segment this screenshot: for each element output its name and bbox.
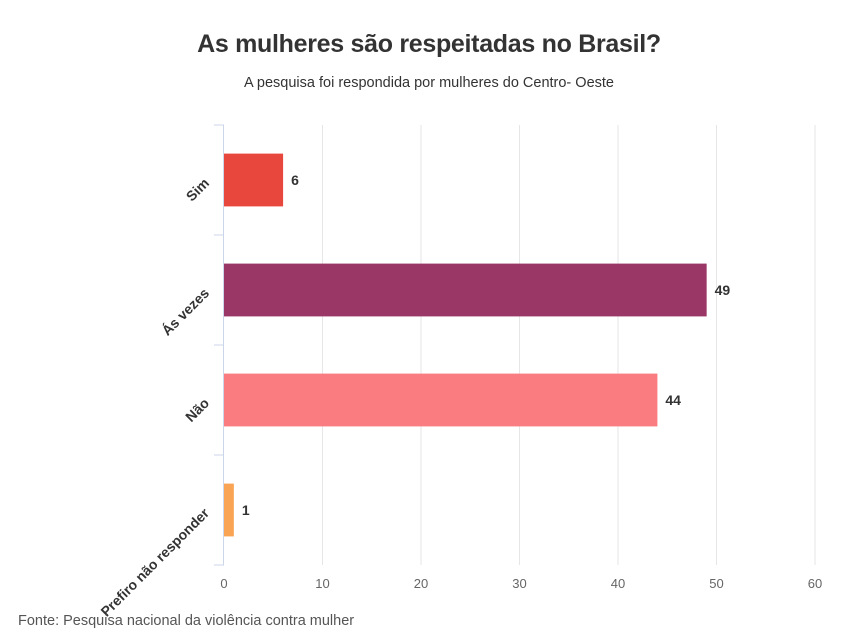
data-label-2: 44	[665, 392, 681, 408]
bars: 6 49 44 1	[224, 153, 731, 537]
bar-1	[224, 263, 707, 317]
data-label-3: 1	[242, 502, 250, 518]
x-tick-label-60: 60	[808, 576, 822, 591]
category-label-0: Sim	[183, 175, 212, 204]
x-tick-label-40: 40	[611, 576, 625, 591]
source-note: Fonte: Pesquisa nacional da violência co…	[18, 613, 355, 629]
chart-title: As mulheres são respeitadas no Brasil?	[197, 30, 661, 58]
x-tick-label-50: 50	[709, 576, 723, 591]
bar-0	[224, 153, 284, 207]
x-axis-ticks: 0 10 20 30 40 50 60	[220, 576, 822, 591]
gridlines	[322, 125, 816, 565]
x-tick-label-10: 10	[315, 576, 329, 591]
category-labels: Sim Ás vezes Não Prefiro não responder	[97, 175, 212, 620]
category-label-3: Prefiro não responder	[97, 504, 212, 619]
data-label-1: 49	[715, 282, 731, 298]
category-label-1: Ás vezes	[158, 285, 212, 339]
x-tick-label-20: 20	[414, 576, 428, 591]
x-tick-label-0: 0	[220, 576, 227, 591]
chart-subtitle: A pesquisa foi respondida por mulheres d…	[244, 75, 614, 91]
bar-3	[224, 483, 234, 537]
bar-2	[224, 373, 658, 427]
data-label-0: 6	[291, 172, 299, 188]
y-axis	[214, 124, 224, 566]
category-label-2: Não	[182, 395, 212, 425]
x-tick-label-30: 30	[512, 576, 526, 591]
